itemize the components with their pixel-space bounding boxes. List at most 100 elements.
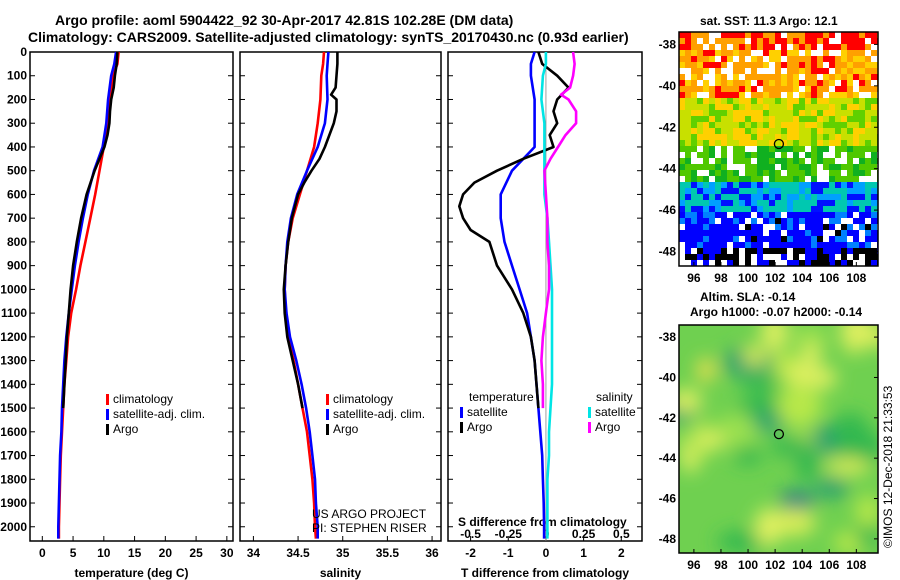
sst-map-pixel	[691, 128, 697, 134]
sst-map-pixel	[817, 248, 823, 254]
sst-map-pixel	[679, 86, 685, 92]
sla-map-blob	[697, 358, 715, 382]
sst-map-pixel	[745, 104, 751, 110]
sst-map-pixel	[763, 116, 769, 122]
sst-map-pixel	[709, 176, 715, 182]
sst-map-pixel	[841, 182, 847, 188]
sst-map-pixel	[703, 68, 709, 74]
sst-argo-location-marker	[773, 138, 785, 150]
sst-map-pixel	[811, 44, 817, 50]
sst-map-pixel	[751, 230, 757, 236]
sst-map-pixel	[829, 230, 835, 236]
sst-map-pixel	[817, 218, 823, 224]
sst-map-pixel	[829, 122, 835, 128]
sst-map-pixel	[703, 164, 709, 170]
sst-map-pixel	[757, 32, 763, 38]
sst-map-pixel	[691, 68, 697, 74]
sst-map-pixel	[751, 92, 757, 98]
sst-map-pixel	[715, 116, 721, 122]
sst-map-pixel	[865, 194, 871, 200]
sst-map-pixel	[739, 80, 745, 86]
sst-map-x-tick-label: 100	[738, 271, 758, 285]
sst-map-pixel	[811, 242, 817, 248]
sst-map-pixel	[733, 56, 739, 62]
sst-map-pixel	[721, 176, 727, 182]
sst-map-pixel	[697, 74, 703, 80]
salinity-diff-tick-label: -0.25	[495, 527, 523, 541]
sst-map-pixel	[871, 218, 877, 224]
sst-map-pixel	[841, 170, 847, 176]
sst-map-pixel	[799, 188, 805, 194]
sst-map-pixel	[853, 104, 859, 110]
sst-map-pixel	[703, 242, 709, 248]
sst-map-pixel	[799, 98, 805, 104]
sst-map-pixel	[799, 182, 805, 188]
sst-map-pixel	[751, 44, 757, 50]
sst-map-pixel	[817, 92, 823, 98]
sla-map-frame	[678, 324, 879, 554]
sst-map-pixel	[865, 212, 871, 218]
sst-map-pixel	[817, 122, 823, 128]
sst-map-pixel	[781, 254, 787, 260]
sst-map-pixel	[679, 134, 685, 140]
sst-map-pixel	[697, 80, 703, 86]
sst-map-pixel	[685, 116, 691, 122]
sst-map-pixel	[871, 230, 877, 236]
sst-map-pixel	[715, 104, 721, 110]
sst-map-pixel	[835, 170, 841, 176]
sst-map-pixel	[757, 68, 763, 74]
sst-map-pixel	[679, 68, 685, 74]
sst-map-pixel	[739, 182, 745, 188]
sst-map-pixel	[757, 122, 763, 128]
sst-map-pixel	[709, 110, 715, 116]
sst-map-pixel	[703, 218, 709, 224]
sst-map-pixel	[691, 110, 697, 116]
sst-map-pixel	[769, 230, 775, 236]
sla-map-blob	[679, 389, 703, 413]
sst-map-pixel	[823, 116, 829, 122]
sst-map-pixel	[691, 86, 697, 92]
sst-map-pixel	[727, 104, 733, 110]
depth-tick-label: 1000	[0, 282, 27, 296]
sst-map-pixel	[811, 134, 817, 140]
sst-map-pixel	[697, 206, 703, 212]
sst-map-pixel	[805, 176, 811, 182]
series-line-t-argo	[457, 51, 570, 409]
depth-tick-label: 1400	[0, 377, 27, 391]
sst-map-pixel	[769, 44, 775, 50]
sst-map-pixel	[757, 176, 763, 182]
sst-map-pixel	[865, 110, 871, 116]
sst-map-pixel	[745, 248, 751, 254]
sst-map-pixel	[787, 68, 793, 74]
sst-map-pixel	[799, 104, 805, 110]
sst-map-pixel	[811, 56, 817, 62]
sst-map-pixel	[715, 98, 721, 104]
sst-map-pixel	[835, 146, 841, 152]
sst-map-pixel	[733, 242, 739, 248]
sst-map-pixel	[685, 38, 691, 44]
sst-map-pixel	[715, 38, 721, 44]
sst-map-pixel	[745, 236, 751, 242]
sst-map-pixel	[703, 80, 709, 86]
sst-map-pixel	[853, 236, 859, 242]
sst-map-pixel	[865, 242, 871, 248]
sst-map-pixel	[841, 56, 847, 62]
sst-map-pixel	[769, 146, 775, 152]
sst-map-pixel	[847, 182, 853, 188]
sst-map-pixel	[739, 194, 745, 200]
sst-map-pixel	[679, 116, 685, 122]
sst-map-pixel	[841, 116, 847, 122]
sst-map-pixel	[793, 188, 799, 194]
sst-map-pixel	[727, 74, 733, 80]
sst-map-pixel	[739, 110, 745, 116]
sst-map-pixel	[679, 140, 685, 146]
sst-map-pixel	[805, 92, 811, 98]
sst-map-pixel	[721, 206, 727, 212]
sst-map-pixel	[793, 50, 799, 56]
sst-map-pixel	[721, 248, 727, 254]
sst-map-pixel	[841, 128, 847, 134]
sst-map-pixel	[763, 194, 769, 200]
sst-map-pixel	[733, 62, 739, 68]
sst-map-pixel	[703, 224, 709, 230]
sst-map-pixel	[745, 254, 751, 260]
